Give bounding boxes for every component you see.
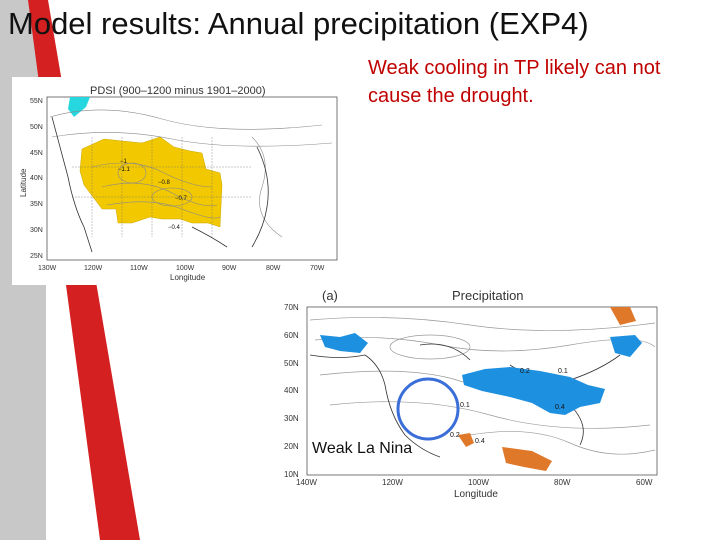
pdsi-ytick: 45N	[30, 150, 43, 157]
pdsi-map-title: PDSI (900–1200 minus 1901–2000)	[90, 85, 266, 97]
pdsi-contour-label: −1.1	[118, 167, 131, 173]
pdsi-ytick: 50N	[30, 124, 43, 131]
pdsi-contour-label: −0.4	[168, 225, 181, 231]
precip-contour-label: 0.4	[475, 438, 485, 445]
pdsi-ytick: 25N	[30, 253, 43, 260]
precip-xlabel: Longitude	[454, 489, 498, 500]
highlight-circle	[396, 377, 460, 441]
pdsi-xlabel: Longitude	[170, 273, 206, 282]
precip-contour-label: 0.4	[555, 404, 565, 411]
precip-contour-label: 0.1	[558, 368, 568, 375]
pdsi-contour-label: −1	[120, 159, 128, 165]
annotation-text: Weak cooling in TP likely can not cause …	[368, 57, 661, 107]
pdsi-map-frame: −1 −1.1 −0.8 −0.7 −0.4	[46, 96, 338, 261]
precip-ytick: 40N	[284, 386, 299, 395]
pdsi-xtick: 70W	[310, 265, 325, 272]
precip-ytick: 10N	[284, 470, 299, 479]
pdsi-xtick: 100W	[176, 265, 195, 272]
pdsi-xtick: 120W	[84, 265, 103, 272]
precip-ytick: 60N	[284, 331, 299, 340]
pdsi-ytick: 30N	[30, 227, 43, 234]
precip-ytick: 70N	[284, 303, 299, 312]
precip-ytick: 20N	[284, 442, 299, 451]
precip-xtick: 60W	[636, 478, 653, 487]
pdsi-map: PDSI (900–1200 minus 1901–2000) −1 −1.1	[12, 77, 342, 285]
precip-contour-label: 0.2	[520, 368, 530, 375]
pdsi-ytick: 55N	[30, 98, 43, 105]
precip-contour-label: 0.1	[460, 402, 470, 409]
pdsi-ylabel: Latitude	[19, 168, 28, 197]
pdsi-contour-label: −0.7	[175, 196, 188, 202]
precip-xtick: 120W	[382, 478, 403, 487]
precip-panel-label: (a)	[322, 288, 338, 303]
precip-xtick: 80W	[554, 478, 571, 487]
la-nina-label: Weak La Nina	[312, 440, 413, 457]
precip-xtick: 100W	[468, 478, 489, 487]
slide-title: Model results: Annual precipitation (EXP…	[8, 6, 589, 41]
pdsi-xtick: 90W	[222, 265, 237, 272]
precip-xtick: 140W	[296, 478, 317, 487]
pdsi-xtick: 130W	[38, 265, 57, 272]
pdsi-contour-label: −0.8	[158, 180, 171, 186]
precip-ytick: 30N	[284, 414, 299, 423]
precipitation-map: (a) Precipitation 0.2 0.1 0.4 0.1 0.2 0.…	[270, 285, 665, 503]
precip-map-title: Precipitation	[452, 288, 524, 303]
pdsi-xtick: 80W	[266, 265, 281, 272]
pdsi-ytick: 35N	[30, 201, 43, 208]
pdsi-xtick: 110W	[130, 265, 148, 272]
precip-ytick: 50N	[284, 359, 299, 368]
precip-contour-label: 0.2	[450, 432, 460, 439]
pdsi-ytick: 40N	[30, 175, 43, 182]
